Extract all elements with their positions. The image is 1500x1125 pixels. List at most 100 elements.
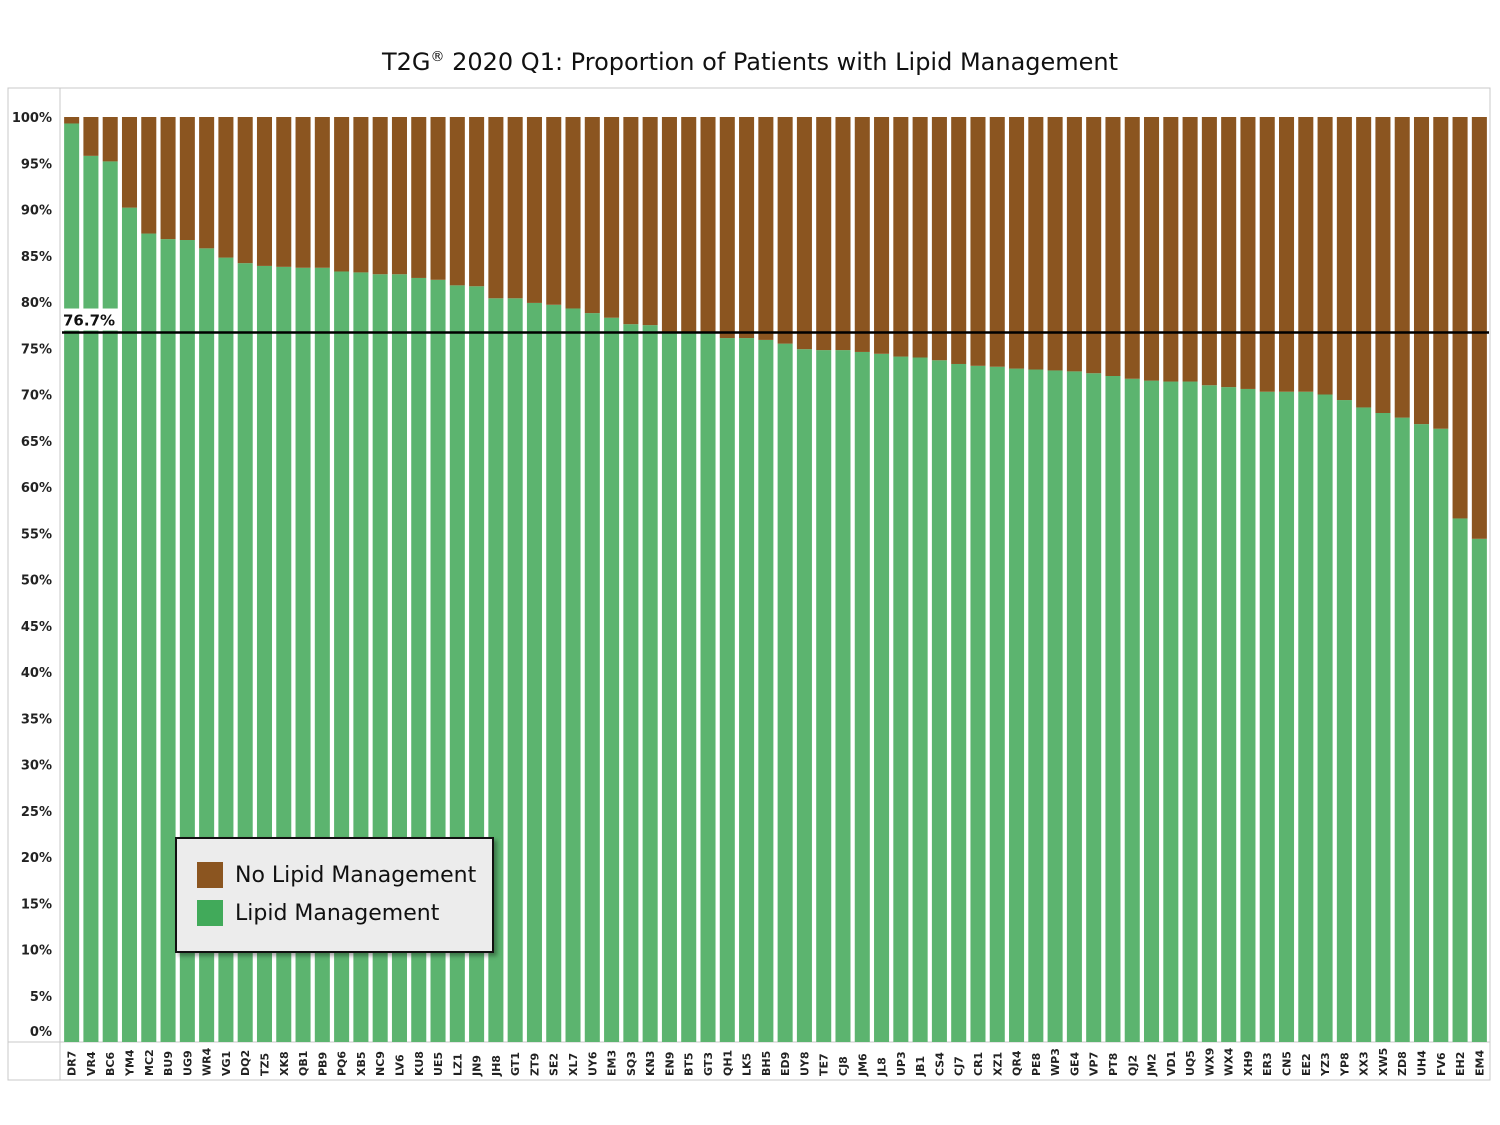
bar-lipid-management-xz1	[989, 366, 1005, 1042]
bar-lipid-management-vd1	[1163, 381, 1179, 1042]
x-tick-label: EM4	[1473, 1050, 1486, 1076]
bar-lipid-management-vr4	[83, 155, 99, 1043]
bar-no-lipid-management-uy8	[796, 117, 812, 350]
reference-line-group: 76.7%	[62, 308, 1489, 334]
bar-lipid-management-jl8	[874, 353, 890, 1042]
bar-lipid-management-yz3	[1317, 394, 1333, 1042]
y-tick-label: 50%	[21, 574, 52, 589]
y-tick-label: 25%	[21, 805, 52, 820]
y-tick-label: 5%	[30, 990, 52, 1005]
x-tick-label: UQ5	[1184, 1050, 1197, 1076]
bar-no-lipid-management-sq3	[623, 117, 639, 325]
bar-lipid-management-te7	[816, 350, 832, 1043]
legend-item-lipid-management: Lipid Management	[197, 899, 439, 927]
bar-lipid-management-qh1	[719, 338, 735, 1043]
x-tick-label: ZT9	[528, 1053, 541, 1076]
x-tick-label: VP7	[1088, 1052, 1101, 1076]
bar-lipid-management-cr1	[970, 365, 986, 1043]
x-tick-label: XL7	[567, 1053, 580, 1076]
x-tick-label: UP3	[895, 1051, 908, 1076]
y-tick-label: 20%	[21, 851, 52, 866]
bar-no-lipid-management-pt8	[1105, 117, 1121, 376]
bar-no-lipid-management-em3	[604, 117, 620, 318]
bar-no-lipid-management-wx9	[1201, 117, 1217, 386]
legend: No Lipid Management Lipid Management	[175, 837, 494, 953]
bar-no-lipid-management-uy6	[584, 117, 600, 314]
x-tick-label: CR1	[972, 1052, 985, 1076]
y-tick-label: 95%	[21, 157, 52, 172]
bar-no-lipid-management-ym4	[121, 117, 138, 208]
bar-lipid-management-mc2	[141, 233, 157, 1043]
bar-no-lipid-management-xh9	[1240, 117, 1256, 389]
bar-lipid-management-em3	[604, 317, 620, 1043]
bar-no-lipid-management-mc2	[141, 117, 157, 234]
bar-lipid-management-jm6	[854, 351, 870, 1042]
x-tick-label: CJ8	[837, 1056, 850, 1076]
bar-no-lipid-management-ge4	[1066, 117, 1082, 372]
x-tick-label: QH1	[721, 1050, 734, 1076]
bar-no-lipid-management-vd1	[1163, 117, 1179, 382]
x-tick-label: GT3	[702, 1052, 715, 1076]
bar-no-lipid-management-xb5	[353, 117, 369, 273]
bar-no-lipid-management-cs4	[931, 117, 947, 361]
x-tick-label: VR4	[85, 1051, 98, 1076]
bar-lipid-management-bt5	[681, 333, 697, 1042]
bar-no-lipid-management-xw5	[1375, 117, 1391, 413]
legend-swatch-lipid-management	[197, 900, 223, 926]
bar-no-lipid-management-wp3	[1047, 117, 1063, 371]
bar-no-lipid-management-gt1	[507, 117, 523, 299]
bar-no-lipid-management-uq5	[1182, 117, 1198, 382]
bar-no-lipid-management-te7	[816, 117, 832, 351]
reference-line-label: 76.7%	[63, 312, 115, 330]
legend-swatch-no-lipid-management	[197, 862, 223, 888]
bar-no-lipid-management-jn9	[469, 117, 485, 287]
x-tick-label: CN5	[1281, 1051, 1294, 1076]
bar-lipid-management-pe8	[1028, 369, 1044, 1042]
x-tick-labels: DR7 VR4 BC6 YM4 MC2 BU9 UG9 WR4 VG1 DQ2 TZ5 XK8 QB1 P…	[66, 1047, 1487, 1077]
bar-lipid-management-kn3	[642, 325, 658, 1043]
bar-lipid-management-en9	[661, 332, 677, 1042]
x-tick-label: ED9	[779, 1052, 792, 1076]
bar-no-lipid-management-up3	[893, 117, 909, 357]
bar-lipid-management-uy6	[584, 313, 600, 1043]
bar-no-lipid-management-bu9	[160, 117, 176, 240]
bar-lipid-management-xw5	[1375, 413, 1391, 1042]
y-tick-label: 65%	[21, 435, 52, 450]
x-tick-label: UG9	[181, 1050, 194, 1076]
bar-no-lipid-management-ug9	[179, 117, 195, 241]
x-tick-label: DQ2	[239, 1050, 252, 1076]
bar-no-lipid-management-dq2	[237, 117, 253, 264]
bar-lipid-management-qr4	[1009, 368, 1025, 1043]
x-tick-label: EE2	[1300, 1053, 1313, 1076]
bar-lipid-management-gt3	[700, 333, 716, 1042]
bar-no-lipid-management-eh2	[1452, 117, 1468, 519]
y-tick-label: 0%	[30, 1025, 52, 1040]
bar-lipid-management-fv6	[1433, 428, 1449, 1043]
y-tick-label: 100%	[12, 111, 52, 126]
bar-no-lipid-management-er3	[1259, 117, 1275, 392]
bar-no-lipid-management-qb1	[295, 117, 311, 268]
bar-no-lipid-management-xk8	[276, 117, 292, 267]
x-tick-label: UY8	[798, 1051, 811, 1076]
bar-no-lipid-management-nc9	[372, 117, 388, 275]
bar-no-lipid-management-jm6	[854, 117, 870, 352]
x-tick-label: EH2	[1454, 1052, 1467, 1076]
bar-no-lipid-management-vg1	[218, 117, 234, 258]
bar-lipid-management-zd8	[1394, 417, 1410, 1043]
bar-no-lipid-management-ku8	[411, 117, 427, 278]
x-tick-label: EM3	[606, 1050, 619, 1076]
x-tick-label: LV6	[393, 1054, 406, 1076]
y-tick-labels: 0% 5% 10% 15% 20% 25% 30% 35% 40% 45% 50% 55% 60% 65%…	[12, 111, 52, 1040]
y-tick-label: 45%	[21, 620, 52, 635]
bar-lipid-management-em4	[1471, 538, 1487, 1042]
x-tick-label: YP8	[1338, 1052, 1351, 1077]
x-tick-label: TE7	[818, 1053, 831, 1076]
legend-label-no-lipid-management: No Lipid Management	[235, 862, 477, 888]
bar-no-lipid-management-zt9	[526, 117, 542, 303]
x-tick-label: JL8	[876, 1057, 889, 1077]
bar-lipid-management-er3	[1259, 391, 1275, 1043]
bar-no-lipid-management-em4	[1471, 117, 1487, 539]
x-tick-label: PT8	[1107, 1053, 1120, 1076]
x-tick-label: KU8	[413, 1051, 426, 1076]
